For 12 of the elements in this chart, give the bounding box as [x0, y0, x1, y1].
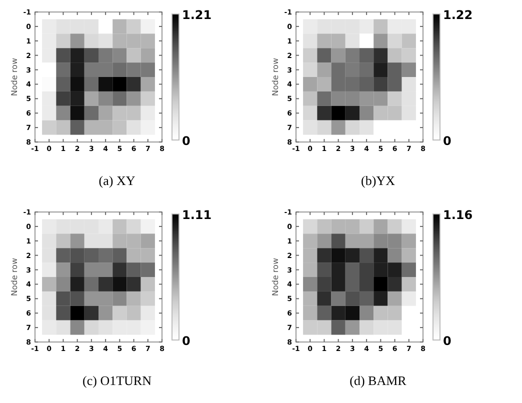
- y-axis-title: Node row: [10, 258, 19, 296]
- text: (a) XY: [98, 173, 136, 188]
- text: (c) O1TURN: [82, 373, 152, 388]
- text: (d) BAMR: [350, 373, 407, 388]
- color-bar-label: 1.16: [443, 208, 473, 222]
- color-bar-label: 1.11: [182, 208, 212, 222]
- y-axis-title: Node row: [271, 258, 280, 296]
- text: (b)YX: [361, 173, 396, 188]
- color-bar-label: 1.22: [443, 8, 473, 22]
- color-bar-label: 1.21: [182, 8, 212, 22]
- y-axis-title: Node row: [10, 58, 19, 96]
- y-axis-title: Node row: [271, 58, 280, 96]
